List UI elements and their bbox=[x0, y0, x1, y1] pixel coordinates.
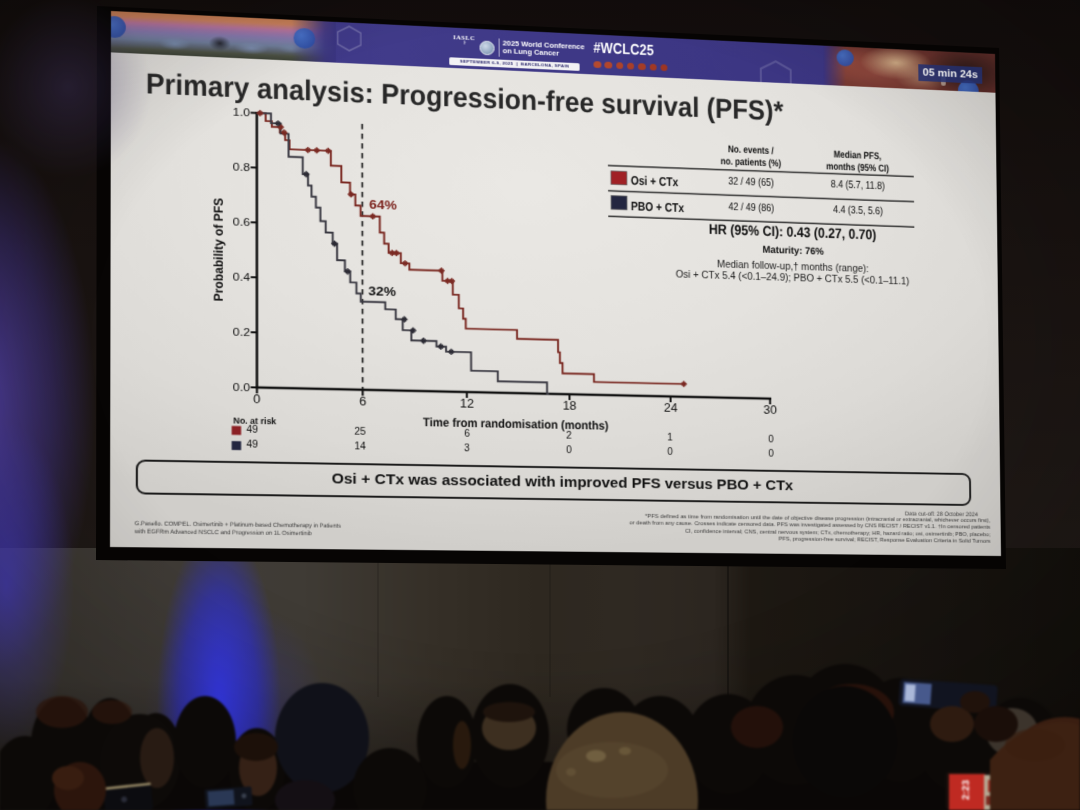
svg-text:2:23: 2:23 bbox=[961, 780, 972, 800]
